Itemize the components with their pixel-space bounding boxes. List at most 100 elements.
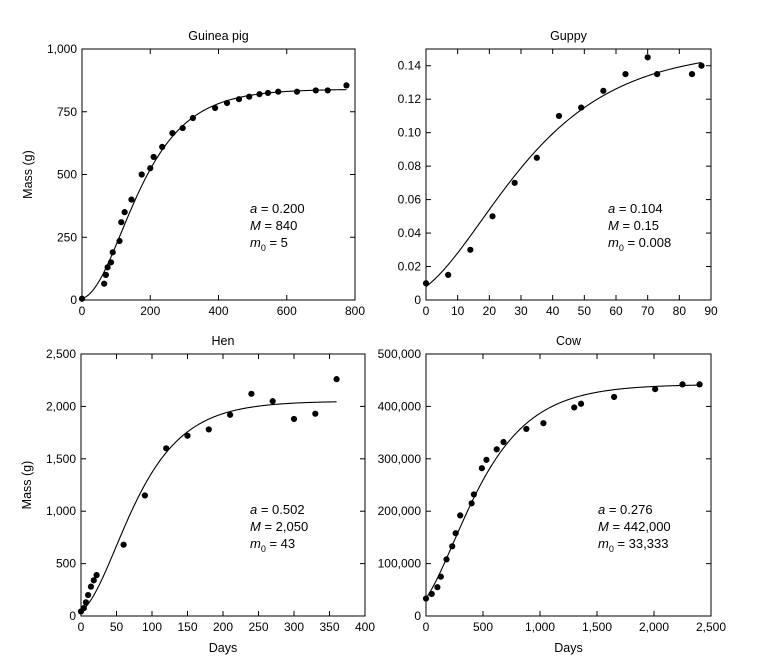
param-symbol: a	[250, 201, 257, 216]
y-tick-label: 2,000	[46, 399, 76, 413]
x-tick-label: 60	[609, 304, 623, 318]
chart-hen: Hen 0 50 100 150 200 250 300 350 400 0 500 1,000 1,50…	[20, 334, 375, 655]
param-line: M = 0.15	[608, 218, 659, 233]
chart-title: Guinea pig	[188, 29, 249, 43]
y-axis-label: Mass (g)	[21, 150, 35, 199]
param-symbol: m	[608, 235, 619, 250]
param-value: = 840	[261, 218, 298, 233]
y-tick-label: 1,000	[47, 42, 77, 56]
y-tick-label: 0	[414, 293, 421, 307]
param-value: = 0.15	[619, 218, 659, 233]
x-tick-label: 200	[140, 304, 160, 318]
data-point	[256, 91, 263, 98]
y-tick-label: 500	[57, 168, 77, 182]
data-point	[478, 465, 485, 472]
data-point	[179, 124, 186, 132]
data-point	[500, 438, 507, 446]
data-point	[121, 209, 128, 216]
data-point	[467, 246, 474, 253]
param-value: = 0.502	[257, 502, 304, 517]
chart-cow: Cow 0 500 1,000 1,500 2,000 2,500 0 100,000 200,0…	[378, 334, 727, 655]
data-point	[128, 196, 135, 203]
param-value: = 43	[266, 536, 295, 551]
param-line: a = 0.276	[598, 502, 653, 517]
data-point	[571, 404, 578, 411]
plot-frame	[80, 353, 366, 617]
param-value: = 0.276	[605, 502, 652, 517]
x-tick-label: 80	[673, 304, 687, 318]
x-tick-label: 50	[578, 304, 592, 318]
plot-frame	[425, 353, 712, 617]
param-line: M = 2,050	[250, 519, 308, 534]
chart-title: Guppy	[550, 29, 588, 43]
param-line: a = 0.200	[250, 201, 305, 216]
param-value: = 2,050	[261, 519, 308, 534]
data-point	[312, 410, 319, 417]
data-point	[118, 219, 125, 226]
x-tick-label: 0	[78, 620, 85, 634]
data-point	[523, 425, 530, 433]
data-point	[493, 446, 500, 453]
y-tick-label: 0.12	[398, 92, 422, 106]
param-value: = 5	[266, 235, 288, 250]
plot-frame	[425, 48, 712, 301]
data-point	[102, 271, 109, 278]
param-subscript: 0	[609, 544, 614, 554]
data-point	[577, 400, 585, 407]
chart-title: Cow	[556, 334, 582, 348]
y-tick-label: 0.08	[398, 159, 422, 173]
param-symbol: M	[598, 519, 609, 534]
data-point	[163, 445, 170, 452]
x-tick-label: 1,500	[582, 620, 612, 634]
param-symbol: M	[608, 218, 619, 233]
y-tick-label: 500,000	[378, 347, 422, 361]
y-tick-label: 0.02	[398, 260, 422, 274]
data-point	[652, 386, 659, 393]
y-tick-label: 300,000	[378, 452, 422, 466]
data-point	[468, 500, 475, 507]
x-tick-label: 20	[483, 304, 497, 318]
data-point	[511, 179, 518, 186]
data-point	[470, 491, 477, 498]
data-point	[533, 154, 540, 161]
x-tick-label: 350	[319, 620, 339, 634]
param-symbol: m	[250, 536, 261, 551]
x-tick-label: 400	[208, 304, 228, 318]
data-point	[293, 88, 301, 95]
data-point	[489, 213, 496, 220]
x-tick-label: 400	[355, 620, 375, 634]
data-point	[107, 259, 115, 266]
fitted-curve	[425, 384, 700, 599]
x-axis-label: Days	[554, 641, 582, 655]
data-point	[78, 295, 86, 302]
param-symbol: m	[250, 235, 261, 250]
param-value: = 442,000	[609, 519, 671, 534]
data-point	[443, 556, 450, 563]
data-point	[227, 411, 234, 418]
param-subscript: 0	[619, 243, 624, 253]
data-point	[82, 599, 90, 606]
data-point	[445, 271, 452, 278]
y-tick-label: 0	[69, 609, 76, 623]
data-point	[428, 590, 435, 598]
data-point	[452, 530, 459, 537]
data-point	[147, 165, 154, 172]
param-symbol: M	[250, 218, 261, 233]
param-subscript: 0	[261, 243, 266, 253]
x-tick-label: 10	[451, 304, 465, 318]
data-point	[87, 583, 95, 590]
y-tick-label: 1,000	[46, 504, 76, 518]
x-tick-label: 50	[110, 620, 124, 634]
fitted-curve	[425, 61, 702, 288]
chart-guinea: Guinea pig 0 200 400 600 800 0 250 500 750 1,000 Ma…	[21, 29, 365, 318]
fitted-curve	[81, 89, 347, 300]
x-tick-label: 2,000	[639, 620, 669, 634]
param-value: = 0.008	[624, 235, 671, 250]
param-symbol: a	[608, 201, 615, 216]
y-tick-label: 0.06	[398, 193, 422, 207]
x-tick-label: 0	[423, 304, 430, 318]
x-tick-label: 30	[514, 304, 528, 318]
data-point	[104, 264, 111, 271]
x-tick-label: 2,500	[696, 620, 726, 634]
data-point	[150, 153, 157, 161]
